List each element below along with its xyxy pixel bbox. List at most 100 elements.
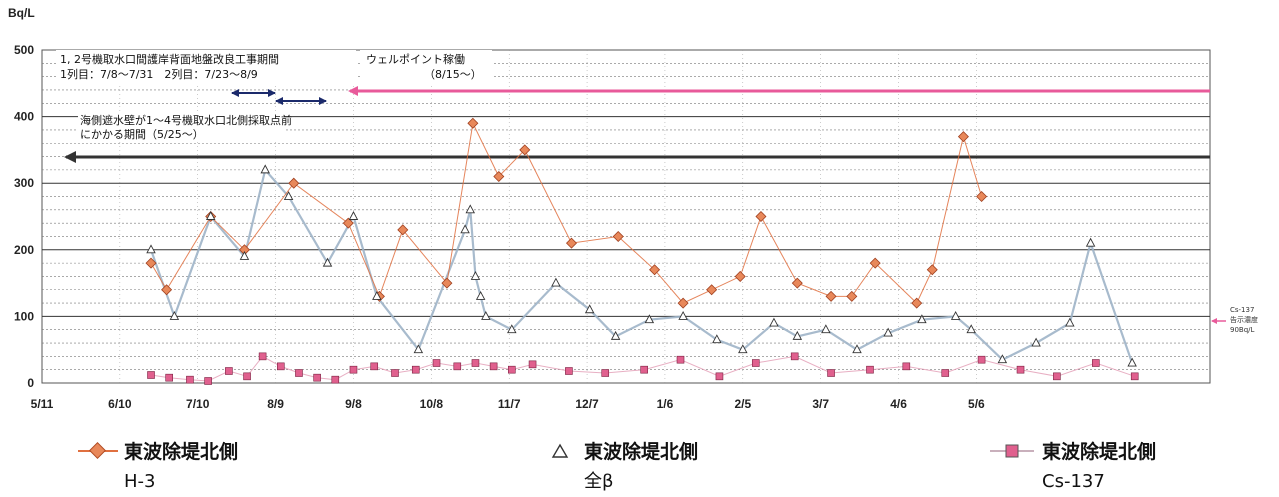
seawall-annotation-line1: 海側遮水壁が1～4号機取水口北側採取点前 (80, 113, 292, 127)
y-tick-label: 400 (14, 110, 34, 124)
x-tick-label: 10/8 (420, 397, 444, 411)
series-lines (151, 123, 1135, 381)
x-tick-label: 5/6 (968, 397, 985, 411)
cs137-point (866, 366, 873, 373)
cs137-point (371, 363, 378, 370)
legend-beta-marker (553, 445, 567, 457)
beta-point (770, 319, 778, 327)
legend-h3-name: 東波除堤北側 (124, 440, 238, 463)
cs137-point (828, 370, 835, 377)
y-tick-label: 300 (14, 176, 34, 190)
cs137-point (942, 370, 949, 377)
cs137-point (454, 363, 461, 370)
cs137-point (314, 374, 321, 381)
h3-point (977, 192, 987, 202)
legend: 東波除堤北側 H-3 東波除堤北側 全β 東波除堤北側 Cs-137 (78, 440, 1156, 492)
cs137-point (391, 370, 398, 377)
y-tick-label: 500 (14, 43, 34, 57)
x-tick-label: 12/7 (575, 397, 599, 411)
h3-point (792, 278, 802, 288)
cs137-point (295, 370, 302, 377)
h3-point (958, 132, 968, 142)
cs137-point (244, 373, 251, 380)
cs137-point (332, 376, 339, 383)
legend-cs-sub: Cs-137 (1042, 471, 1105, 492)
x-tick-label: 5/11 (31, 397, 54, 411)
cs137-point (641, 366, 648, 373)
cs137-point (148, 372, 155, 379)
h3-point (468, 118, 478, 128)
x-tick-label: 4/6 (890, 397, 907, 411)
beta-point (349, 212, 357, 220)
cs137-point (602, 370, 609, 377)
x-tick-label: 9/8 (345, 397, 362, 411)
beta-point (471, 272, 479, 280)
cs137-point (1092, 360, 1099, 367)
h3-point (289, 178, 299, 188)
cs137-point (903, 363, 910, 370)
x-tick-label: 11/7 (498, 397, 521, 411)
legend-beta-sub: 全β (584, 471, 614, 492)
h3-point (756, 212, 766, 222)
cs137-point (412, 366, 419, 373)
cs137-point (529, 361, 536, 368)
cs-limit-label-line3: 90Bq/L (1230, 326, 1255, 334)
beta-point (822, 325, 830, 333)
x-tick-label: 8/9 (267, 397, 284, 411)
y-tick-label: 0 (27, 376, 34, 390)
cs-limit-label-line2: 告示濃度 (1230, 315, 1258, 324)
beta-point (261, 165, 269, 173)
cs137-point (978, 356, 985, 363)
beta-point (461, 225, 469, 233)
beta-point (1066, 319, 1074, 327)
cs137-point (472, 360, 479, 367)
cs137-point (350, 366, 357, 373)
h3-point (707, 285, 717, 295)
x-ticks: 5/11 6/10 7/10 8/9 9/8 10/8 11/7 12/7 1/6 2/5 3/7 4… (31, 397, 985, 411)
cs137-point (277, 363, 284, 370)
x-tick-label: 1/6 (657, 397, 674, 411)
h3-point (567, 238, 577, 248)
cs137-point (205, 378, 212, 385)
beta-point (1128, 359, 1136, 367)
wellpoint-annotation-line2: （8/15～） (424, 68, 482, 81)
seawall-annotation-line2: にかかる期間（5/25～） (80, 128, 204, 141)
h3-point (927, 265, 937, 275)
beta-point (466, 205, 474, 213)
beta-point (477, 292, 485, 300)
x-tick-label: 3/7 (812, 397, 829, 411)
series-line-1 (151, 170, 1132, 363)
legend-cs-marker (1006, 445, 1018, 457)
beta-point (147, 245, 155, 253)
legend-h3-marker (90, 443, 106, 459)
y-tick-label: 200 (14, 243, 34, 257)
cs137-point (1053, 373, 1060, 380)
x-tick-label: 6/10 (108, 397, 132, 411)
cs137-point (433, 360, 440, 367)
beta-point (170, 312, 178, 320)
legend-h3-sub: H-3 (124, 471, 155, 492)
grid-lines (42, 50, 1210, 383)
h3-point (847, 291, 857, 301)
y-tick-label: 100 (14, 309, 34, 323)
wellpoint-annotation-line1: ウェルポイント稼働 (366, 52, 465, 66)
cs137-point (1131, 373, 1138, 380)
y-ticks: 0 100 200 300 400 500 (14, 43, 34, 390)
cs-limit-label-line1: Cs-137 (1230, 306, 1254, 314)
cs137-point (259, 353, 266, 360)
legend-item-h3: 東波除堤北側 H-3 (78, 440, 238, 492)
cs137-point (565, 368, 572, 375)
legend-beta-name: 東波除堤北側 (584, 440, 698, 463)
cs137-point (490, 363, 497, 370)
x-tick-label: 2/5 (734, 397, 751, 411)
beta-point (1087, 239, 1095, 247)
cs137-point (791, 353, 798, 360)
cs137-point (1017, 366, 1024, 373)
beta-point (482, 312, 490, 320)
plot-frame (42, 50, 1210, 383)
construction-annotation-line1: 1, 2号機取水口間護岸背面地盤改良工事期間 (60, 52, 279, 66)
cs137-point (166, 374, 173, 381)
legend-item-gross-beta: 東波除堤北側 全β (553, 440, 698, 492)
construction-annotation-line2: 1列目：7/8～7/31 2列目：7/23～8/9 (60, 67, 258, 81)
